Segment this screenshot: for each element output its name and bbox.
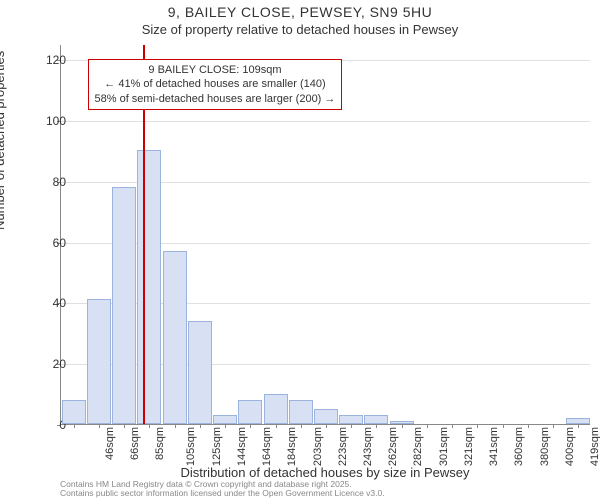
xtick-mark	[301, 424, 302, 428]
xtick-mark	[427, 424, 428, 428]
xtick-mark	[74, 424, 75, 428]
xtick-label: 243sqm	[362, 427, 374, 466]
xtick-label: 400sqm	[564, 427, 576, 466]
xtick-label: 144sqm	[236, 427, 248, 466]
xtick-mark	[200, 424, 201, 428]
footer-line2: Contains public sector information licen…	[60, 489, 590, 498]
chart-container: 9, BAILEY CLOSE, PEWSEY, SN9 5HU Size of…	[0, 0, 600, 500]
xtick-mark	[402, 424, 403, 428]
xtick-label: 380sqm	[539, 427, 551, 466]
xtick-label: 223sqm	[337, 427, 349, 466]
ytick-label: 80	[16, 175, 66, 189]
ytick-label: 120	[16, 53, 66, 67]
xtick-mark	[99, 424, 100, 428]
xtick-label: 66sqm	[129, 427, 141, 460]
xtick-label: 282sqm	[413, 427, 425, 466]
ytick-label: 100	[16, 114, 66, 128]
annotation-line2: ← 41% of detached houses are smaller (14…	[95, 77, 336, 91]
annotation-line1: 9 BAILEY CLOSE: 109sqm	[95, 63, 336, 77]
xtick-mark	[225, 424, 226, 428]
x-axis-label: Distribution of detached houses by size …	[60, 465, 590, 480]
xtick-mark	[503, 424, 504, 428]
xtick-label: 164sqm	[261, 427, 273, 466]
xtick-mark	[326, 424, 327, 428]
xtick-label: 85sqm	[154, 427, 166, 460]
bar	[213, 415, 237, 424]
bar	[137, 150, 161, 424]
bar	[390, 421, 414, 424]
xtick-mark	[175, 424, 176, 428]
bar	[289, 400, 313, 424]
bar	[339, 415, 363, 424]
bar	[264, 394, 288, 424]
xtick-label: 46sqm	[104, 427, 116, 460]
xtick-mark	[553, 424, 554, 428]
xtick-label: 301sqm	[438, 427, 450, 466]
bar	[87, 299, 111, 424]
y-axis-label: Number of detached properties	[0, 51, 7, 230]
xtick-mark	[528, 424, 529, 428]
xtick-label: 321sqm	[463, 427, 475, 466]
xtick-mark	[149, 424, 150, 428]
plot-area: 9 BAILEY CLOSE: 109sqm ← 41% of detached…	[60, 45, 590, 425]
xtick-mark	[351, 424, 352, 428]
bar	[62, 400, 86, 424]
xtick-label: 125sqm	[211, 427, 223, 466]
ytick-label: 0	[16, 418, 66, 432]
xtick-label: 341sqm	[488, 427, 500, 466]
title-line1: 9, BAILEY CLOSE, PEWSEY, SN9 5HU	[0, 4, 600, 20]
footer-attribution: Contains HM Land Registry data © Crown c…	[60, 480, 590, 499]
bar	[314, 409, 338, 424]
xtick-mark	[376, 424, 377, 428]
ytick-label: 20	[16, 357, 66, 371]
bar	[566, 418, 590, 424]
xtick-mark	[276, 424, 277, 428]
xtick-label: 360sqm	[514, 427, 526, 466]
xtick-mark	[124, 424, 125, 428]
annotation-box: 9 BAILEY CLOSE: 109sqm ← 41% of detached…	[88, 59, 343, 110]
y-axis-label-text: Number of detached properties	[0, 51, 7, 230]
xtick-label: 262sqm	[387, 427, 399, 466]
ytick-label: 60	[16, 236, 66, 250]
xtick-label: 184sqm	[286, 427, 298, 466]
bar	[163, 251, 187, 424]
xtick-label: 105sqm	[185, 427, 197, 466]
xtick-mark	[578, 424, 579, 428]
xtick-mark	[477, 424, 478, 428]
annotation-line3: 58% of semi-detached houses are larger (…	[95, 92, 336, 106]
xtick-label: 419sqm	[589, 427, 600, 466]
xtick-mark	[452, 424, 453, 428]
xtick-label: 203sqm	[312, 427, 324, 466]
bar	[364, 415, 388, 424]
title-line2: Size of property relative to detached ho…	[0, 22, 600, 37]
xtick-mark	[250, 424, 251, 428]
bar	[112, 187, 136, 424]
bar	[188, 321, 212, 424]
ytick-label: 40	[16, 296, 66, 310]
bar	[238, 400, 262, 424]
